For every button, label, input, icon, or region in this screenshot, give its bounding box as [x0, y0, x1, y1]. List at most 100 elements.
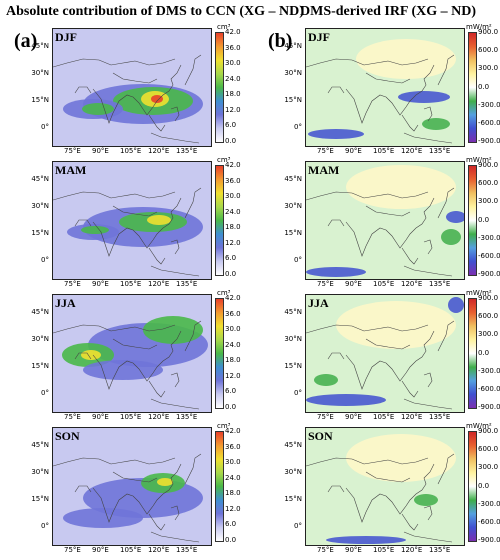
longitude-label: 120°E — [148, 280, 170, 288]
irf-field-patch — [448, 297, 464, 313]
coastlines — [53, 187, 202, 277]
right-map-jja — [305, 294, 465, 413]
right-colorbar-tick: 300.0 — [478, 64, 499, 73]
longitude-label: 120°E — [148, 413, 170, 421]
longitude-label: 75°E — [317, 546, 334, 554]
longitude-label: 105°E — [120, 413, 142, 421]
left-colorbar-tick: 36.0 — [225, 309, 241, 318]
left-colorbar-tick: 24.0 — [225, 74, 241, 83]
latitude-label: 45°N — [31, 42, 49, 50]
longitude-label: 120°E — [401, 280, 423, 288]
left-colorbar-tick: 18.0 — [225, 90, 241, 99]
left-colorbar-tick: 30.0 — [225, 192, 241, 201]
right-season-label: MAM — [308, 163, 340, 177]
longitude-label: 120°E — [148, 147, 170, 155]
longitude-label: 90°E — [92, 280, 109, 288]
irf-field-patch — [414, 494, 438, 506]
longitude-label: 75°E — [64, 413, 81, 421]
coastlines — [306, 187, 455, 277]
left-colorbar-unit: cm³ — [217, 23, 231, 31]
coastlines — [306, 54, 455, 144]
right-colorbar-tick: -300.0 — [478, 233, 500, 242]
latitude-label: 15°N — [31, 362, 49, 370]
right-colorbar-tick: 900.0 — [478, 161, 499, 169]
map-field — [53, 29, 211, 146]
longitude-label: 105°E — [373, 546, 395, 554]
longitude-label: 90°E — [345, 413, 362, 421]
latitude-label: 45°N — [31, 175, 49, 183]
right-colorbar-tick: -600.0 — [478, 384, 500, 393]
left-season-label: DJF — [55, 30, 77, 44]
right-column-title: DMS-derived IRF (XG – ND) — [300, 4, 477, 19]
left-colorbar-tick: 24.0 — [225, 473, 241, 482]
longitude-label: 90°E — [345, 546, 362, 554]
longitude-label: 75°E — [64, 546, 81, 554]
longitude-label: 135°E — [176, 546, 198, 554]
irf-field-patch — [306, 267, 366, 277]
longitude-label: 105°E — [120, 147, 142, 155]
left-colorbar-tick: 18.0 — [225, 489, 241, 498]
right-colorbar-unit: mW/m² — [466, 289, 492, 297]
ccn-field-patch — [157, 478, 173, 486]
irf-field-patch — [346, 434, 456, 482]
left-season-label: SON — [55, 429, 80, 443]
longitude-label: 120°E — [401, 413, 423, 421]
left-colorbar-tick: 36.0 — [225, 43, 241, 52]
latitude-label: 15°N — [31, 495, 49, 503]
longitude-label: 75°E — [317, 413, 334, 421]
left-colorbar-tick: 36.0 — [225, 442, 241, 451]
longitude-label: 75°E — [64, 280, 81, 288]
latitude-label: 15°N — [284, 96, 302, 104]
left-map-djf — [52, 28, 212, 147]
longitude-label: 90°E — [92, 546, 109, 554]
left-map-son — [52, 427, 212, 546]
longitude-label: 90°E — [92, 413, 109, 421]
right-season-label: JJA — [308, 296, 329, 310]
irf-field-patch — [306, 394, 386, 406]
left-colorbar-tick: 6.0 — [225, 121, 237, 130]
ccn-field-patch — [81, 350, 101, 360]
right-colorbar-tick: 600.0 — [478, 179, 499, 188]
longitude-label: 75°E — [64, 147, 81, 155]
left-colorbar-tick: 42.0 — [225, 427, 241, 435]
right-season-label: SON — [308, 429, 333, 443]
left-colorbar-tick: 18.0 — [225, 223, 241, 232]
latitude-label: 15°N — [31, 229, 49, 237]
left-colorbar — [215, 298, 224, 409]
panel-letter-b: (b) — [268, 30, 293, 52]
right-colorbar-tick: -900.0 — [478, 536, 500, 544]
longitude-label: 135°E — [176, 280, 198, 288]
latitude-label: 30°N — [284, 335, 302, 343]
longitude-label: 105°E — [373, 147, 395, 155]
longitude-label: 135°E — [429, 280, 451, 288]
latitude-label: 45°N — [31, 441, 49, 449]
latitude-label: 0° — [41, 522, 49, 530]
left-colorbar-tick: 0.0 — [225, 403, 237, 411]
irf-field-patch — [314, 374, 338, 386]
latitude-label: 0° — [41, 123, 49, 131]
right-colorbar-unit: mW/m² — [466, 23, 492, 31]
left-colorbar-tick: 0.0 — [225, 137, 237, 145]
coastlines — [306, 320, 455, 410]
latitude-label: 30°N — [31, 69, 49, 77]
left-colorbar-tick: 24.0 — [225, 340, 241, 349]
map-field — [306, 162, 464, 279]
left-colorbar-tick: 0.0 — [225, 536, 237, 544]
latitude-label: 0° — [41, 256, 49, 264]
longitude-label: 75°E — [317, 280, 334, 288]
longitude-label: 135°E — [429, 546, 451, 554]
latitude-label: 0° — [41, 389, 49, 397]
right-colorbar-tick: 0.0 — [478, 82, 490, 91]
latitude-label: 45°N — [284, 441, 302, 449]
longitude-label: 135°E — [429, 413, 451, 421]
left-colorbar-tick: 0.0 — [225, 270, 237, 278]
coastlines — [53, 320, 202, 410]
longitude-label: 90°E — [345, 280, 362, 288]
longitude-label: 90°E — [345, 147, 362, 155]
left-colorbar — [215, 165, 224, 276]
map-field — [306, 29, 464, 146]
irf-field-patch — [446, 211, 464, 223]
irf-field-patch — [422, 118, 450, 130]
longitude-label: 120°E — [401, 147, 423, 155]
right-colorbar — [468, 32, 477, 143]
